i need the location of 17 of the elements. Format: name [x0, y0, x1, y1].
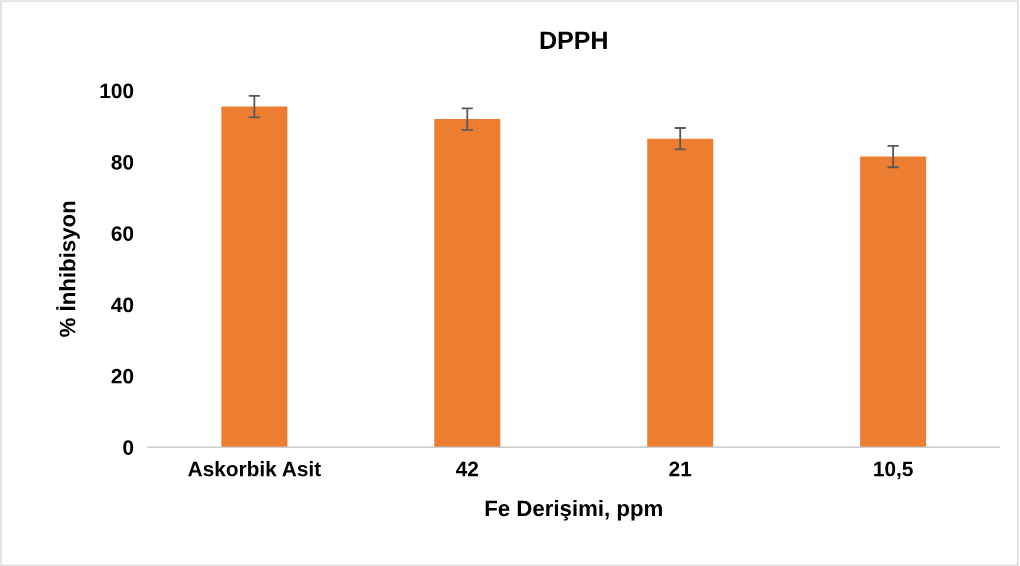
- y-tick-label: 40: [111, 297, 134, 313]
- y-tick-label: 0: [123, 440, 134, 455]
- y-tick-label: 80: [111, 154, 134, 170]
- x-tick-label: 42: [456, 461, 479, 477]
- y-tick-label: 100: [100, 83, 134, 99]
- chart-title: DPPH: [540, 31, 607, 49]
- x-tick-label: 21: [669, 461, 692, 477]
- bar: [647, 138, 714, 448]
- x-tick-label: 10,5: [874, 461, 913, 480]
- x-axis-title: Fe Derişimi, ppm: [485, 499, 662, 521]
- bar: [221, 106, 288, 448]
- bar: [860, 156, 927, 448]
- y-axis-title: % İnhibisyon: [56, 201, 80, 337]
- y-tick-label: 20: [111, 368, 134, 384]
- bar: [434, 119, 501, 448]
- y-tick-label: 60: [111, 226, 134, 241]
- x-tick-label: Askorbik Asit: [188, 461, 321, 477]
